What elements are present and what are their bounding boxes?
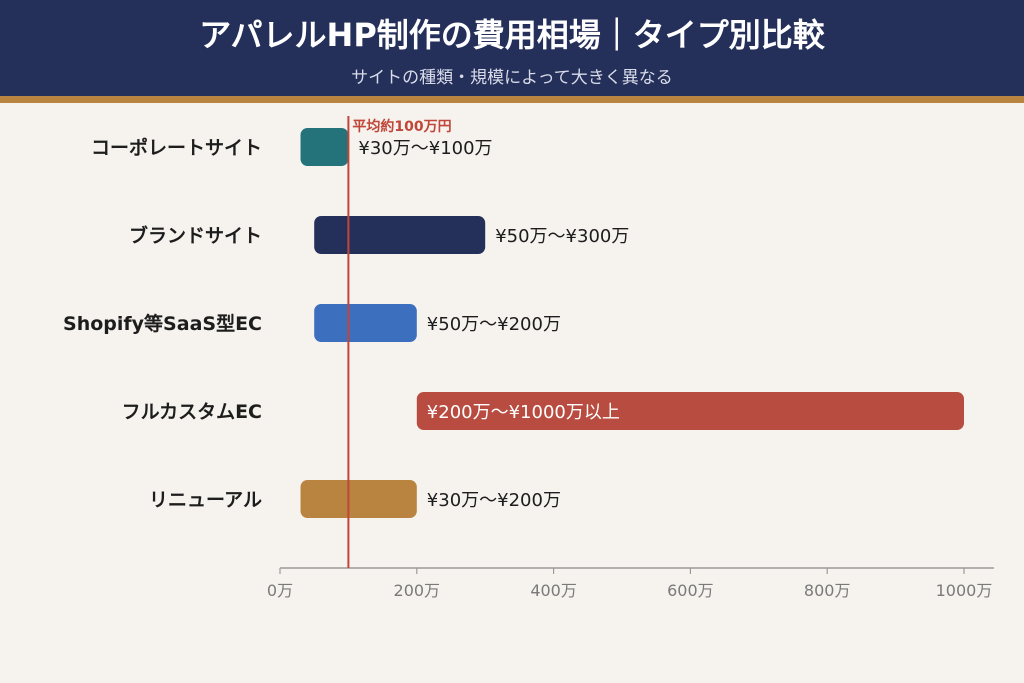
x-tick-label: 400万 (530, 581, 577, 600)
range-bar (300, 128, 349, 166)
header-banner: アパレルHP制作の費用相場｜タイプ別比較 サイトの種類・規模によって大きく異なる (0, 0, 1024, 96)
accent-bar (0, 96, 1024, 103)
x-tick-label: 800万 (804, 581, 851, 600)
category-label: フルカスタムEC (122, 401, 262, 423)
range-value-label: ¥50万〜¥200万 (427, 314, 561, 335)
range-bar (314, 304, 417, 342)
page-subtitle: サイトの種類・規模によって大きく異なる (351, 68, 673, 88)
x-tick-label: 1000万 (936, 581, 993, 600)
x-tick-label: 600万 (667, 581, 714, 600)
page-title: アパレルHP制作の費用相場｜タイプ別比較 (199, 16, 825, 54)
range-value-label: ¥50万〜¥300万 (495, 226, 629, 247)
range-bar (300, 480, 417, 518)
range-value-label: ¥200万〜¥1000万以上 (427, 402, 620, 423)
category-label: Shopify等SaaS型EC (63, 312, 262, 335)
range-value-label: ¥30万〜¥100万 (358, 138, 492, 159)
category-label: コーポレートサイト (91, 136, 262, 159)
category-label: ブランドサイト (129, 224, 262, 247)
range-value-label: ¥30万〜¥200万 (427, 490, 561, 511)
category-label: リニューアル (149, 489, 262, 511)
range-bar (416, 392, 964, 430)
x-tick-label: 200万 (394, 581, 441, 600)
range-bar (314, 216, 486, 254)
x-tick-label: 0万 (267, 581, 293, 600)
average-reference-label: 平均約100万円 (352, 118, 451, 135)
